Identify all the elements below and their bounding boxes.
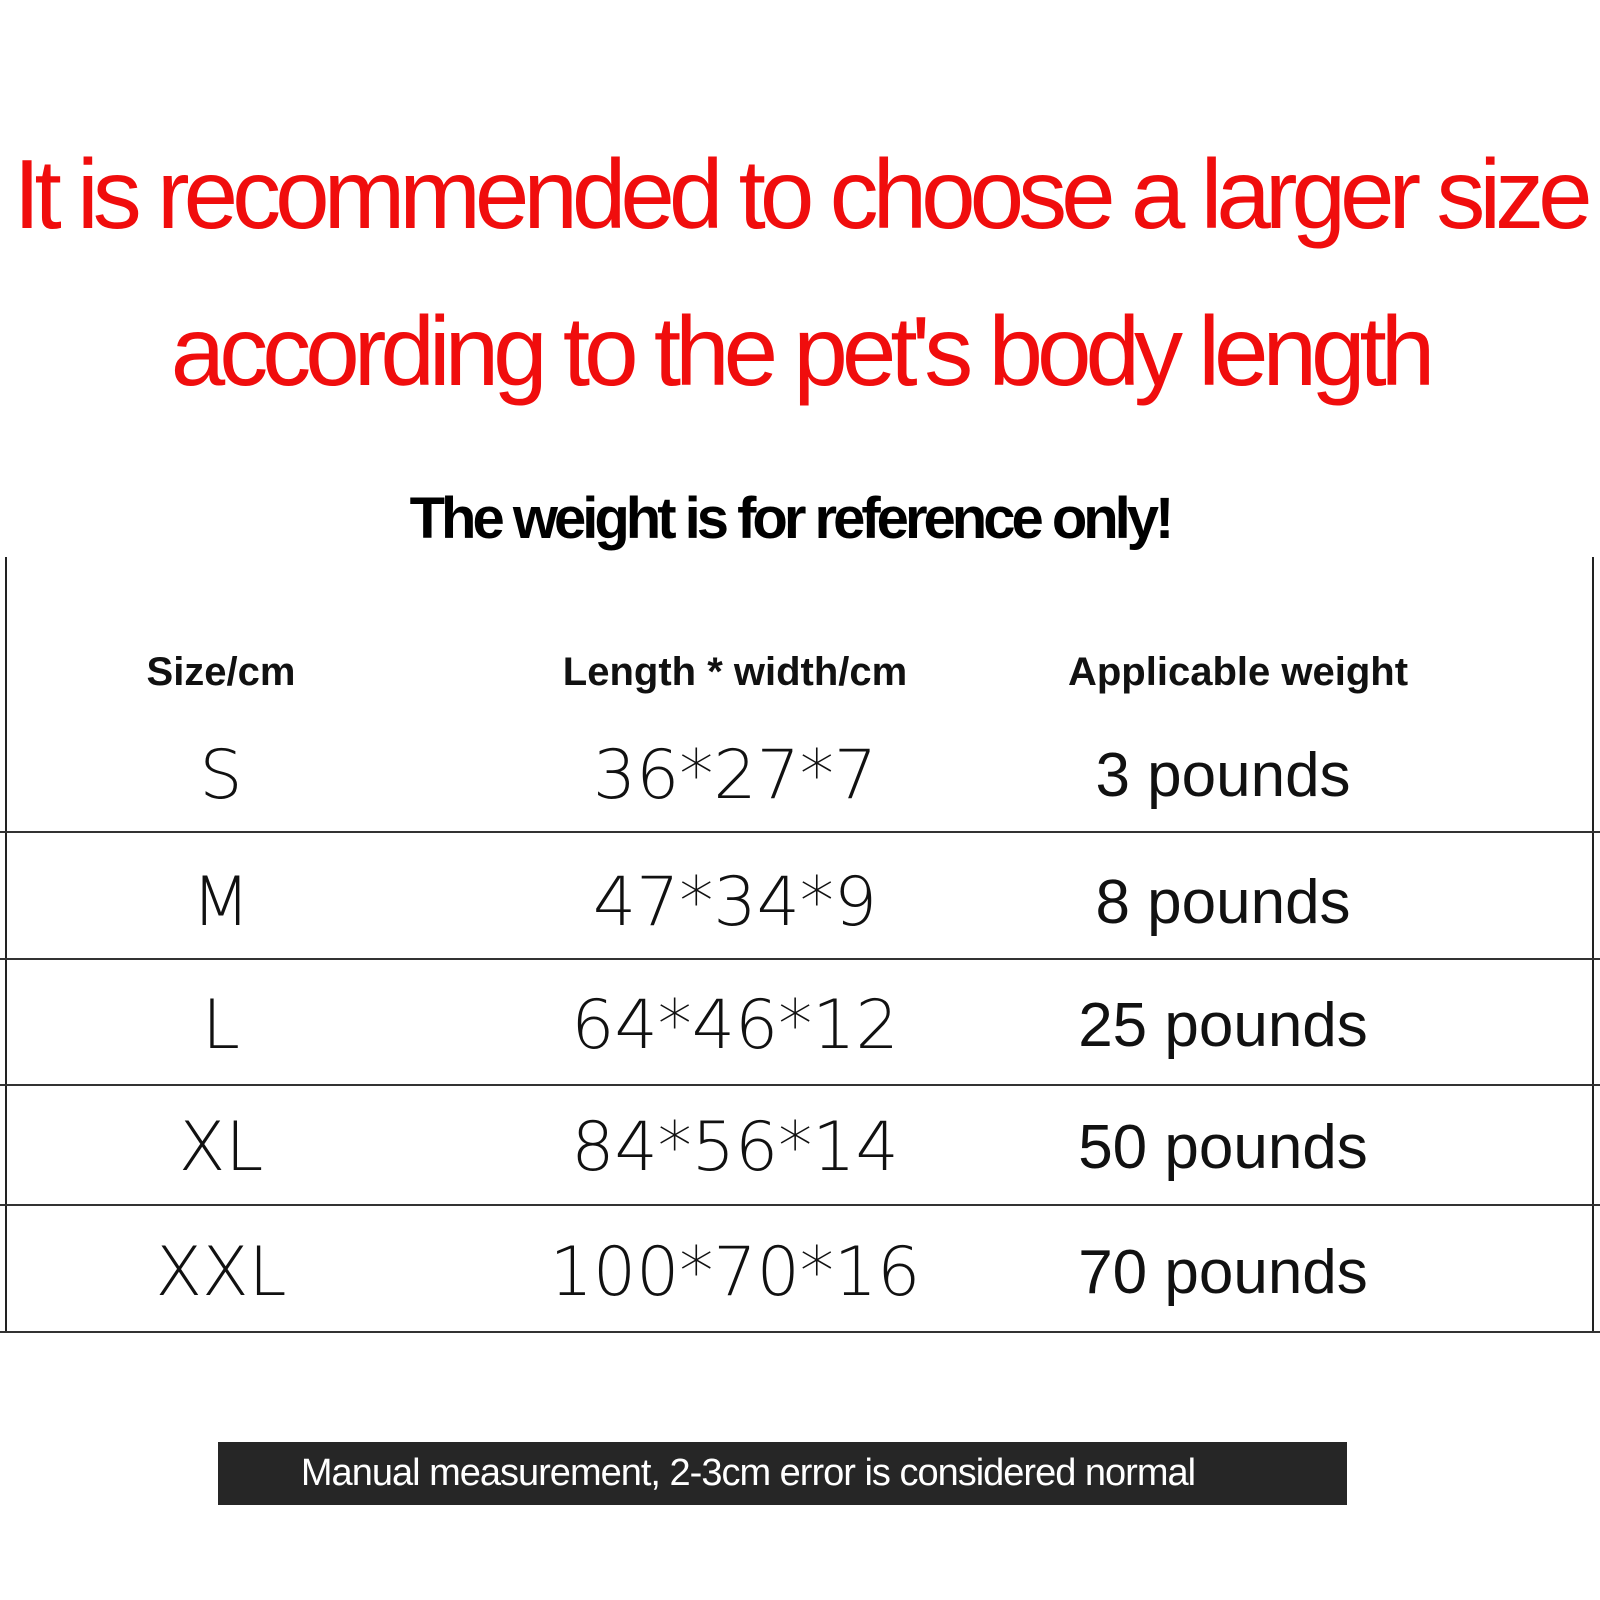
table-border-left	[5, 557, 7, 1332]
headline-line-1: It is recommended to choose a larger siz…	[13, 139, 1592, 249]
subtitle: The weight is for reference only!	[409, 486, 1175, 551]
weight-cell: 3 pounds	[1095, 741, 1351, 810]
weight-cell: 50 pounds	[1078, 1113, 1368, 1182]
weight-cell: 70 pounds	[1078, 1238, 1368, 1307]
size-cell: S	[199, 736, 243, 815]
size-cell: M	[191, 863, 251, 942]
footer-note-bar: Manual measurement, 2-3cm error is consi…	[218, 1442, 1347, 1505]
size-cell: L	[202, 986, 240, 1065]
size-cell: XXL	[155, 1233, 287, 1312]
header-dimensions: Length * width/cm	[562, 650, 908, 694]
weight-cell: 25 pounds	[1078, 991, 1368, 1060]
header-weight: Applicable weight	[1067, 650, 1409, 694]
footer-note: Manual measurement, 2-3cm error is consi…	[300, 1452, 1196, 1494]
header-size: Size/cm	[146, 650, 296, 694]
dimensions-cell: 36*27*7	[592, 736, 878, 815]
dimensions-cell: 64*46*12	[571, 986, 899, 1065]
row-divider	[0, 1204, 1600, 1206]
row-divider	[0, 831, 1600, 833]
row-divider	[0, 1084, 1600, 1086]
dimensions-cell: 84*56*14	[571, 1108, 899, 1187]
dimensions-cell: 100*70*16	[549, 1233, 921, 1312]
weight-cell: 8 pounds	[1095, 868, 1351, 937]
table-border-right	[1592, 557, 1594, 1332]
row-divider	[0, 1331, 1600, 1333]
size-cell: XL	[178, 1108, 264, 1187]
row-divider	[0, 958, 1600, 960]
dimensions-cell: 47*34*9	[592, 863, 878, 942]
headline-line-2: according to the pet's body length	[170, 296, 1436, 406]
